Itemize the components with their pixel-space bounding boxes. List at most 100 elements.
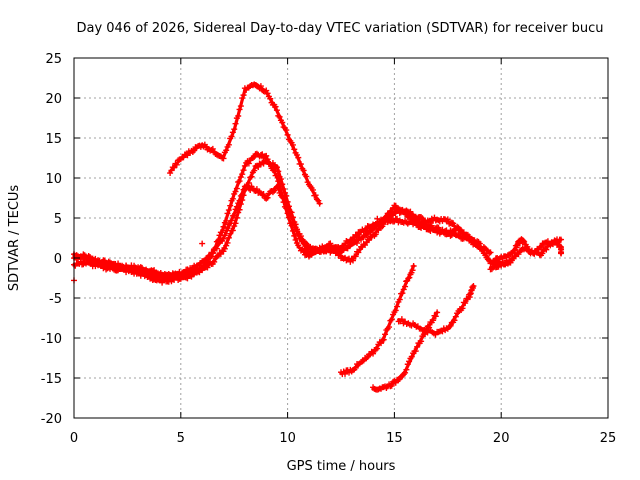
tick-layer: 0 5 10 15 20 25 -20 -15 -10 -5 0 5 10 15 20 25 [41, 52, 617, 446]
series-satellite-track-3 [71, 150, 483, 286]
data-point [558, 250, 565, 257]
data-point [450, 229, 457, 236]
data-point [273, 107, 280, 114]
data-point [538, 243, 545, 250]
data-point [291, 146, 298, 153]
data-point [209, 145, 216, 152]
data-point [224, 210, 231, 217]
data-point [191, 147, 198, 154]
data-point [237, 103, 244, 110]
data-point [229, 129, 236, 136]
data-point [283, 205, 290, 212]
data-point [220, 223, 227, 230]
data-point [374, 345, 381, 352]
y-tick-label: 15 [45, 132, 62, 147]
data-point [241, 162, 248, 169]
data-point [236, 178, 243, 185]
data-point [354, 240, 361, 247]
data-point [231, 212, 238, 219]
data-point [228, 133, 235, 140]
data-point [434, 309, 441, 316]
y-tick-label: 20 [45, 92, 62, 107]
data-point [459, 305, 466, 312]
data-point [435, 224, 442, 231]
data-point [394, 303, 401, 310]
data-point [245, 160, 252, 167]
data-point [292, 224, 299, 231]
y-tick-label: 5 [54, 212, 62, 227]
data-point [223, 147, 230, 154]
data-point [221, 245, 228, 252]
data-point [452, 313, 459, 320]
data-point [209, 250, 216, 257]
data-point [219, 229, 226, 236]
data-point [229, 195, 236, 202]
data-point [312, 192, 319, 199]
data-point [276, 181, 283, 188]
data-point [225, 234, 232, 241]
data-point [366, 237, 373, 244]
data-point [264, 156, 271, 163]
data-point [292, 236, 299, 243]
data-point [273, 164, 280, 171]
data-point [370, 350, 377, 357]
data-point [342, 370, 349, 377]
data-point [300, 167, 307, 174]
data-point [374, 215, 381, 222]
data-point [543, 246, 550, 253]
data-point [159, 279, 166, 286]
data-point [239, 191, 246, 198]
data-point [479, 246, 486, 253]
data-point [380, 336, 387, 343]
y-tick-label: 0 [54, 252, 62, 267]
data-point [232, 188, 239, 195]
plot-frame [73, 57, 609, 419]
data-point [240, 167, 247, 174]
data-point [257, 83, 264, 90]
data-point [297, 161, 304, 168]
data-point [487, 249, 494, 256]
data-point [352, 253, 359, 260]
data-point [300, 240, 307, 247]
data-point [248, 173, 255, 180]
data-point [240, 92, 247, 99]
x-tick-label: 15 [386, 431, 403, 446]
data-point [295, 154, 302, 161]
data-point [428, 222, 435, 229]
data-point [336, 250, 343, 257]
data-point [273, 172, 280, 179]
data-point [409, 267, 416, 274]
data-point [470, 283, 477, 289]
data-point [231, 126, 238, 133]
data-point [239, 171, 246, 178]
data-point [491, 258, 498, 265]
data-point [476, 240, 483, 247]
data-point [309, 186, 316, 193]
data-point [112, 261, 119, 268]
data-point [235, 113, 242, 120]
data-point [264, 90, 271, 97]
data-point [236, 197, 243, 204]
data-point [223, 217, 230, 224]
data-point [412, 348, 419, 355]
data-point [173, 161, 180, 168]
data-point [284, 210, 291, 217]
data-point [405, 275, 412, 282]
data-point [221, 232, 228, 239]
data-point [396, 210, 403, 217]
data-point [372, 231, 379, 238]
data-point [227, 202, 234, 209]
data-point [403, 366, 410, 373]
data-point [456, 226, 463, 233]
data-point [227, 230, 234, 237]
x-axis-label: GPS time / hours [287, 459, 396, 474]
data-point [236, 106, 243, 113]
data-point [392, 307, 399, 314]
x-tick-label: 0 [70, 431, 78, 446]
data-point [233, 185, 240, 192]
data-point [225, 207, 232, 214]
chart-title: Day 046 of 2026, Sidereal Day-to-day VTE… [76, 21, 603, 36]
data-point [212, 244, 219, 251]
data-point [432, 313, 439, 320]
